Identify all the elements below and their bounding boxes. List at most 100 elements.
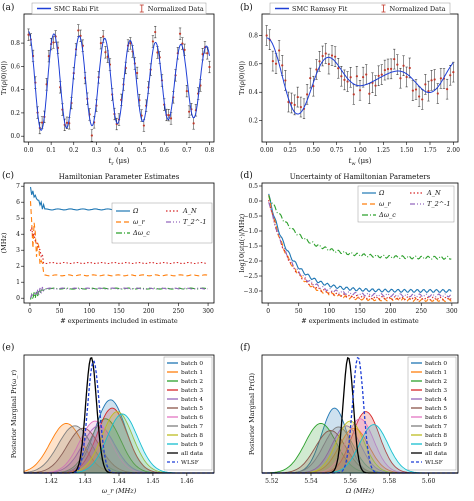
legend-box <box>111 202 213 244</box>
x-tick-label: 1.46 <box>180 478 194 485</box>
axes-frame <box>261 13 459 143</box>
x-tick-label: 5.54 <box>304 478 318 485</box>
legend-box <box>269 2 451 15</box>
data-point <box>362 76 365 79</box>
legend: Ωω_r Δω_c A_N T_2^-1 <box>357 185 455 223</box>
legend-label: T_2^-1 <box>427 200 451 208</box>
x-tick-label: 300 <box>202 308 214 315</box>
x-tick-label: 0 <box>266 308 270 315</box>
x-tick-label: 50 <box>56 308 64 315</box>
data-point <box>452 70 455 74</box>
y-axis-label: Tr(ρ|0⟩⟨0|) <box>0 61 8 96</box>
legend-box <box>163 356 213 471</box>
data-point <box>343 78 346 82</box>
x-tick-label: 1.42 <box>44 478 58 485</box>
legend-label: batch 3 <box>181 388 203 394</box>
y-tick-label: 0.6 <box>10 63 20 70</box>
data-point <box>327 62 330 66</box>
x-tick-label: 0.2 <box>69 147 79 154</box>
x-tick-label: 0.5 <box>137 147 147 154</box>
legend-label: all data <box>181 451 204 457</box>
data-point <box>346 80 349 83</box>
y-tick-label: 4 <box>16 231 20 238</box>
fit-line <box>266 37 454 115</box>
data-point <box>178 32 182 35</box>
data-point <box>183 48 186 51</box>
data-point <box>90 134 93 137</box>
legend-label: WLSF <box>425 460 443 466</box>
legend-box <box>31 2 207 15</box>
x-tick-label: 0.3 <box>92 147 102 154</box>
x-tick-label: 100 <box>84 308 96 315</box>
x-tick-label: 0.0 <box>24 147 34 154</box>
x-tick-label: 0.6 <box>159 147 169 154</box>
legend: batch 0 batch 1 batch 2 batch 3 batch 4 batch… <box>163 356 213 471</box>
data-point <box>358 89 362 92</box>
y-axis-label: (MHz) <box>0 232 8 253</box>
x-tick-label: 100 <box>324 308 336 315</box>
y-tick-label: 3 <box>16 247 20 254</box>
x-tick-label: 0.50 <box>307 147 321 154</box>
legend-box <box>407 356 457 471</box>
data-point <box>396 63 399 66</box>
x-tick-label: 50 <box>295 308 303 315</box>
panel-b: 0.00 0.25 0.50 0.75 1.00 1.25 1.50 1.75 2.00 0.2 0… <box>238 2 461 167</box>
data-point <box>374 84 377 87</box>
x-tick-label: 1.50 <box>400 147 414 154</box>
data-point <box>188 110 191 113</box>
data-point <box>27 33 30 36</box>
panel-label: (f) <box>240 342 250 353</box>
panel-e: 1.42 1.43 1.44 1.45 1.46 ω_r (MHz) Posterior M… <box>10 354 215 495</box>
legend-label: batch 7 <box>181 424 203 430</box>
x-tick-label: 2.00 <box>447 147 461 154</box>
legend-label: batch 7 <box>425 424 447 430</box>
data-point <box>355 75 358 78</box>
y-axis-label: Tr(ρ|0⟩⟨0|) <box>238 61 246 96</box>
legend-label: Normalized Data <box>148 5 204 13</box>
legend-label: batch 2 <box>181 379 203 385</box>
data-point <box>352 93 355 96</box>
y-tick-label: 0.2 <box>248 118 258 125</box>
series-line <box>29 287 208 300</box>
y-tick-label: −1.5 <box>243 243 258 250</box>
series-line <box>29 201 208 277</box>
legend-label: batch 2 <box>425 379 447 385</box>
data-point <box>318 60 321 63</box>
legend-label: ω_r <box>379 200 392 208</box>
y-tick-label: 0.8 <box>248 32 258 39</box>
data-point <box>380 73 383 76</box>
y-tick-label: 1 <box>16 279 20 286</box>
x-tick-label: 5.60 <box>422 478 436 485</box>
x-tick-label: 1.44 <box>112 478 126 485</box>
x-tick-label: 0.7 <box>182 147 192 154</box>
data-point <box>433 78 436 81</box>
panel-label: (d) <box>240 170 253 181</box>
legend-label: batch 8 <box>425 433 447 439</box>
x-tick-label: 1.43 <box>78 478 92 485</box>
y-tick-label: 0.4 <box>248 89 258 96</box>
data-point <box>271 59 274 63</box>
data-point <box>402 64 405 67</box>
data-point <box>377 74 380 77</box>
data-point <box>439 77 442 80</box>
data-point <box>340 75 343 78</box>
data-point <box>321 54 324 58</box>
data-point <box>296 95 299 99</box>
data-point <box>393 58 396 61</box>
legend-label: Normalized Data <box>390 5 446 13</box>
data-point <box>40 121 44 124</box>
data-point <box>169 117 173 120</box>
x-axis-label: ω_r (MHz) <box>102 487 137 495</box>
x-tick-label: 300 <box>446 308 458 315</box>
legend-label: A_N <box>182 207 197 215</box>
legend-label: batch 0 <box>425 361 447 367</box>
chart-title: Uncertainty of Hamiltonian Parameters <box>290 173 431 181</box>
y-tick-label: 0.5 <box>248 183 258 190</box>
data-point <box>405 75 408 79</box>
legend: SMC Rabi Fit Normalized Data <box>31 2 207 15</box>
x-tick-label: 5.58 <box>383 478 397 485</box>
x-tick-label: 5.56 <box>344 478 358 485</box>
legend-label: batch 4 <box>425 397 447 403</box>
legend-label: SMC Ramsey Fit <box>292 5 348 13</box>
